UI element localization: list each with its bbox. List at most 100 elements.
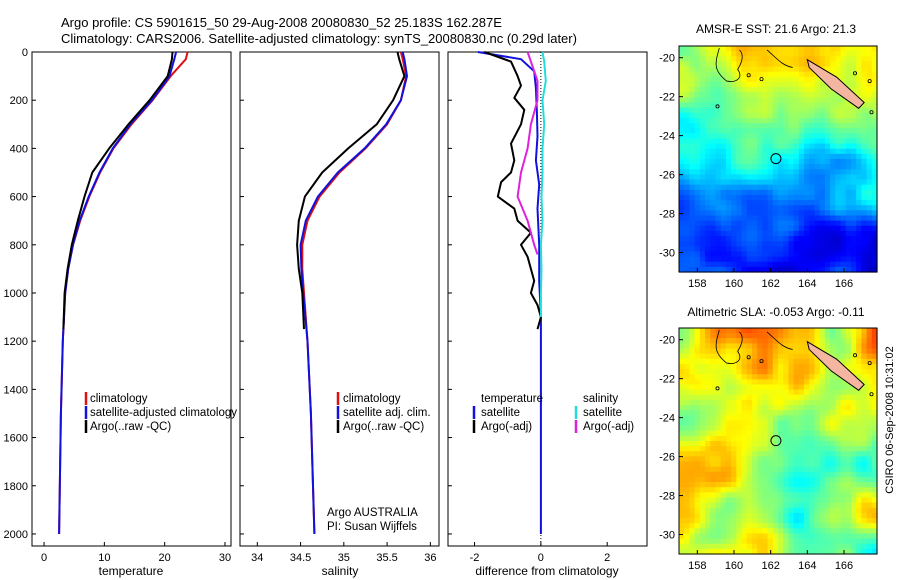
series-line-salinity-argo-adj- xyxy=(516,51,539,255)
reef-outline xyxy=(766,49,793,68)
islet xyxy=(746,355,751,360)
series-line-satellite-adj-clim- xyxy=(299,51,408,535)
sst-map-panel: AMSR-E SST: 21.6 Argo: 21.3 158 160 162 164… xyxy=(659,22,878,290)
map-lat-tick: -26 xyxy=(659,170,675,182)
land-features xyxy=(715,47,874,115)
map-lat-tick: -22 xyxy=(659,92,675,104)
legend-temperature: temperature xyxy=(481,393,543,405)
islet xyxy=(869,392,874,397)
difference-xlabel: difference from climatology xyxy=(475,564,618,578)
reef-outline xyxy=(766,331,793,350)
map-lat-tick: -24 xyxy=(659,131,675,143)
legend-salinity: salinity xyxy=(583,393,618,405)
depth-tick-label: 2000 xyxy=(4,529,28,541)
islet xyxy=(759,359,764,364)
x-tick-label: 2 xyxy=(604,552,610,564)
x-tick-label: 35.5 xyxy=(376,552,397,564)
map-lon-tick: 160 xyxy=(725,560,743,572)
depth-tick-label: 800 xyxy=(10,240,28,252)
legend-salinity-argo: Argo(-adj) xyxy=(583,421,634,433)
map-lon-tick: 158 xyxy=(688,560,706,572)
credit-line2: PI: Susan Wijffels xyxy=(327,521,417,533)
map-lon-tick: 164 xyxy=(798,560,816,572)
islet xyxy=(746,73,751,78)
map-lat-tick: -28 xyxy=(659,491,675,503)
series-line-salinity-satellite xyxy=(539,51,547,318)
figure-title-line2: Climatology: CARS2006. Satellite-adjuste… xyxy=(61,31,577,46)
x-tick-label: 0 xyxy=(538,552,544,564)
x-tick-label: 20 xyxy=(159,552,171,564)
temperature-legend: climatology satellite-adjusted climatolo… xyxy=(84,392,237,433)
map-lon-tick: 166 xyxy=(835,278,853,290)
depth-tick-label: 0 xyxy=(22,47,28,59)
islet xyxy=(715,386,720,391)
map-lat-tick: -26 xyxy=(659,452,675,464)
argo-location-marker xyxy=(770,435,782,447)
x-tick-label: 36 xyxy=(424,552,436,564)
x-tick-label: 34 xyxy=(251,552,263,564)
heatmap-cells xyxy=(679,46,878,273)
salinity-panel: 34 34.5 35 35.5 36 salinity climatology sate… xyxy=(239,51,440,578)
x-tick-label: 30 xyxy=(219,552,231,564)
x-tick-label: 35 xyxy=(338,552,350,564)
map-lon-tick: 162 xyxy=(761,560,779,572)
depth-tick-label: 1200 xyxy=(4,336,28,348)
land-features xyxy=(715,329,874,397)
map-lat-tick: -24 xyxy=(659,413,675,425)
credit-line1: Argo AUSTRALIA xyxy=(327,507,418,519)
sla-map-panel: Altimetric SLA: -0.053 Argo: -0.11 158 16… xyxy=(659,305,878,572)
argo-location-marker xyxy=(770,153,782,165)
depth-tick-label: 400 xyxy=(10,143,28,155)
legend-climatology: climatology xyxy=(343,393,401,405)
depth-tick-label: 200 xyxy=(10,95,28,107)
side-stamp: CSIRO 06-Sep-2008 10:31:02 xyxy=(884,346,896,493)
series-line-argo-raw-qc- xyxy=(296,51,406,330)
temperature-xlabel: temperature xyxy=(99,564,164,578)
islet xyxy=(759,77,764,82)
reef-outline xyxy=(715,47,743,82)
temperature-panel: 0 200 400 600 800 1000 1200 1400 1600 1800 2000 0 1… xyxy=(4,47,238,578)
map-lon-tick: 164 xyxy=(798,278,816,290)
legend-temperature-argo: Argo(-adj) xyxy=(481,421,532,433)
depth-tick-label: 1800 xyxy=(4,481,28,493)
x-tick-label: 10 xyxy=(98,552,110,564)
map-lon-tick: 160 xyxy=(725,278,743,290)
map-lat-tick: -30 xyxy=(659,530,675,542)
island-new-caledonia xyxy=(806,340,865,392)
islet xyxy=(853,353,858,358)
legend-satellite: satellite-adjusted climatology xyxy=(90,407,237,419)
islet xyxy=(715,104,720,109)
map-lon-tick: 166 xyxy=(835,560,853,572)
map-lat-tick: -30 xyxy=(659,248,675,260)
legend-temperature-satellite: satellite xyxy=(481,407,520,419)
depth-tick-label: 1000 xyxy=(4,288,28,300)
x-tick-label: 0 xyxy=(41,552,47,564)
heatmap-cells xyxy=(679,328,878,555)
map-lat-tick: -28 xyxy=(659,209,675,221)
legend-satellite: satellite adj. clim. xyxy=(343,407,431,419)
sla-map-title: Altimetric SLA: -0.053 Argo: -0.11 xyxy=(687,305,865,319)
map-lat-tick: -20 xyxy=(659,335,675,347)
salinity-legend: climatology satellite adj. clim. Argo(..… xyxy=(336,392,431,433)
map-lat-tick: -22 xyxy=(659,374,675,386)
series-line-argo-raw-qc- xyxy=(62,51,174,330)
x-tick-label: 34.5 xyxy=(290,552,311,564)
legend-salinity-satellite: satellite xyxy=(583,407,622,419)
salinity-xlabel: salinity xyxy=(322,564,359,578)
legend-argo: Argo(..raw -QC) xyxy=(343,421,424,433)
figure-title-line1: Argo profile: CS 5901615_50 29-Aug-2008 … xyxy=(61,15,502,30)
legend-climatology: climatology xyxy=(90,393,148,405)
series-line-temperature-argo-adj- xyxy=(484,51,542,330)
islet xyxy=(869,110,874,115)
legend-argo: Argo(..raw -QC) xyxy=(90,421,171,433)
island-new-caledonia xyxy=(806,58,865,110)
islet xyxy=(867,361,872,366)
islet xyxy=(853,71,858,76)
depth-ticks: 0 200 400 600 800 1000 1200 1400 1600 1800 2000 xyxy=(4,47,28,541)
depth-tick-label: 600 xyxy=(10,192,28,204)
reef-outline xyxy=(715,329,743,364)
map-lon-tick: 162 xyxy=(761,278,779,290)
depth-tick-label: 1400 xyxy=(4,384,28,396)
difference-legend: temperature satellite Argo(-adj) salinit… xyxy=(472,393,634,433)
